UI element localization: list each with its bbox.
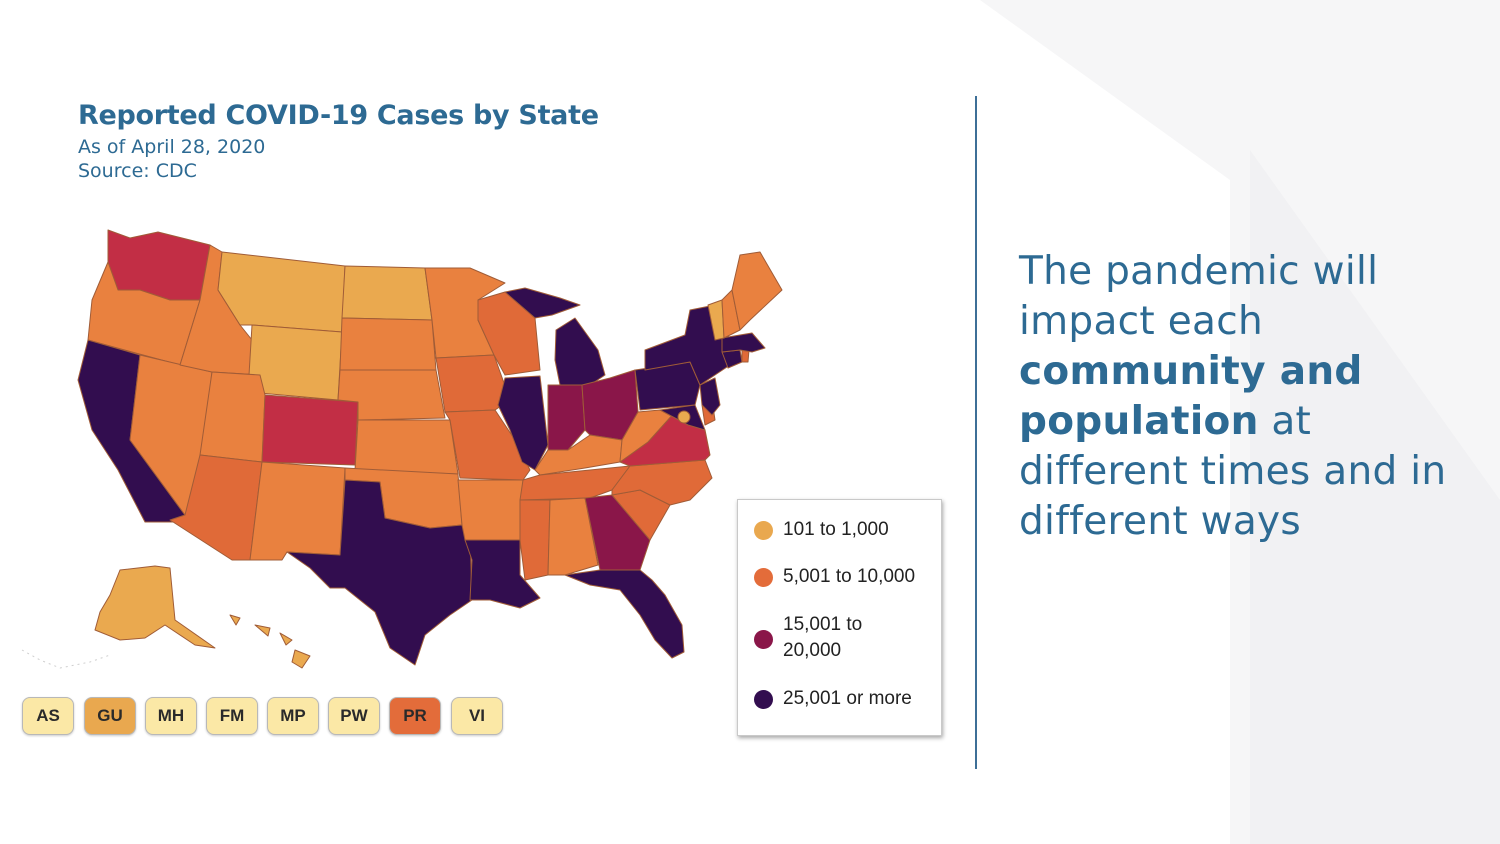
map-title: Reported COVID-19 Cases by State [78, 100, 599, 131]
territory-gu[interactable]: GU [84, 697, 136, 735]
state-sd[interactable] [339, 317, 437, 371]
state-nj[interactable] [699, 377, 721, 416]
state-ar[interactable] [457, 479, 524, 541]
legend-item: 15,001 to 20,000 [754, 612, 884, 664]
message-text-b: at different times and in different ways [1019, 399, 1447, 544]
territory-pw[interactable]: PW [328, 697, 380, 735]
territory-vi[interactable]: VI [451, 697, 503, 735]
key-message: The pandemic will impact each community … [1019, 247, 1489, 547]
message-text-a: The pandemic will impact each [1019, 249, 1379, 344]
state-dc[interactable] [677, 410, 691, 424]
legend-swatch [754, 690, 773, 709]
map-source: Source: CDC [78, 160, 197, 182]
state-fl[interactable] [564, 569, 685, 659]
territory-mh[interactable]: MH [145, 697, 197, 735]
state-tx[interactable] [286, 479, 473, 666]
legend-swatch [754, 521, 773, 540]
vertical-divider [975, 96, 977, 769]
territory-pr[interactable]: PR [389, 697, 441, 735]
legend-item: 5,001 to 10,000 [754, 564, 915, 590]
state-mt[interactable] [217, 251, 346, 333]
map-legend: 101 to 1,000 5,001 to 10,000 15,001 to 2… [737, 499, 942, 736]
legend-label: 25,001 or more [783, 688, 912, 709]
legend-item: 101 to 1,000 [754, 517, 889, 543]
state-ks[interactable] [354, 419, 459, 475]
message-bold: community and population [1019, 349, 1363, 444]
legend-label: 15,001 to 20,000 [783, 614, 863, 661]
alaska-islands [21, 649, 111, 669]
state-hi[interactable] [229, 614, 311, 669]
state-ak[interactable] [94, 565, 216, 649]
state-mi-upper[interactable] [504, 287, 581, 319]
state-al[interactable] [547, 497, 599, 576]
state-il[interactable] [497, 375, 549, 471]
legend-label: 5,001 to 10,000 [783, 566, 916, 587]
state-la[interactable] [464, 539, 541, 609]
legend-item: 25,001 or more [754, 686, 912, 712]
legend-swatch [754, 568, 773, 587]
state-mi-lower[interactable] [554, 317, 606, 386]
territory-fm[interactable]: FM [206, 697, 258, 735]
state-ga[interactable] [584, 494, 651, 571]
territory-as[interactable]: AS [22, 697, 74, 735]
state-co[interactable] [261, 394, 359, 466]
legend-label: 101 to 1,000 [783, 519, 889, 540]
legend-swatch [754, 630, 773, 649]
territory-mp[interactable]: MP [267, 697, 319, 735]
state-in[interactable] [547, 384, 586, 451]
state-ut[interactable] [199, 371, 266, 463]
background-watermark-shape [980, 0, 1500, 844]
state-ms[interactable] [519, 499, 551, 581]
state-nm[interactable] [249, 461, 346, 561]
state-mo[interactable] [444, 409, 531, 481]
state-me[interactable] [731, 251, 783, 331]
state-ma[interactable] [721, 332, 766, 353]
state-nd[interactable] [341, 265, 433, 321]
map-date: As of April 28, 2020 [78, 136, 266, 158]
